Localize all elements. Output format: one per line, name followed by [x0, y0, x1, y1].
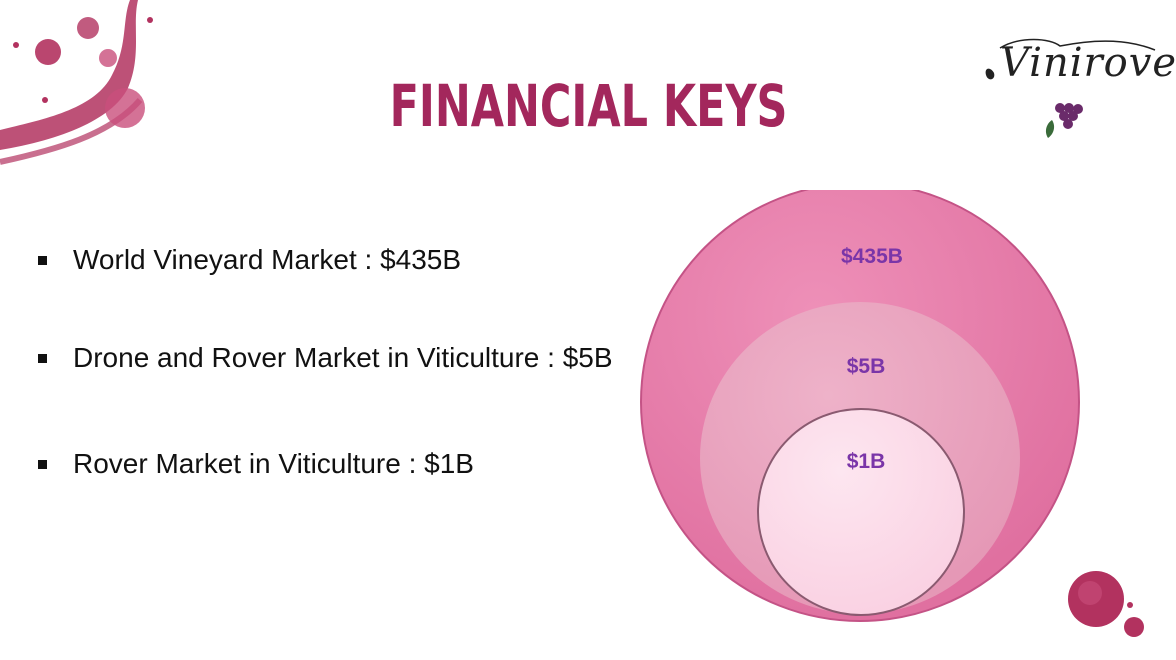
bullet-item: Rover Market in Viticulture : $1B — [38, 448, 474, 480]
bullet-text: Rover Market in Viticulture : $1B — [73, 448, 474, 479]
bullet-text: Drone and Rover Market in Viticulture : … — [73, 342, 613, 373]
grapes-icon — [1045, 103, 1083, 138]
vinirover-logo — [985, 38, 1156, 138]
ring-inner-label: $1B — [847, 450, 886, 473]
ring-middle-label: $5B — [847, 355, 886, 378]
ring-outer-label: $435B — [841, 245, 903, 268]
logo-text: Vinirover — [1000, 40, 1176, 86]
square-bullet-icon — [38, 459, 47, 469]
wine-drop-decoration — [1068, 571, 1144, 637]
square-bullet-icon — [38, 353, 47, 363]
bullet-text: World Vineyard Market : $435B — [73, 244, 462, 275]
slide-title: FINANCIAL KEYS — [389, 72, 788, 140]
ring-inner — [757, 408, 965, 616]
nested-circles-diagram: $435B $5B $1B — [640, 190, 1080, 622]
square-bullet-icon — [38, 255, 47, 265]
wine-stain-decoration — [0, 0, 153, 165]
bullet-item: World Vineyard Market : $435B — [38, 244, 461, 276]
bullet-item: Drone and Rover Market in Viticulture : … — [38, 342, 613, 374]
